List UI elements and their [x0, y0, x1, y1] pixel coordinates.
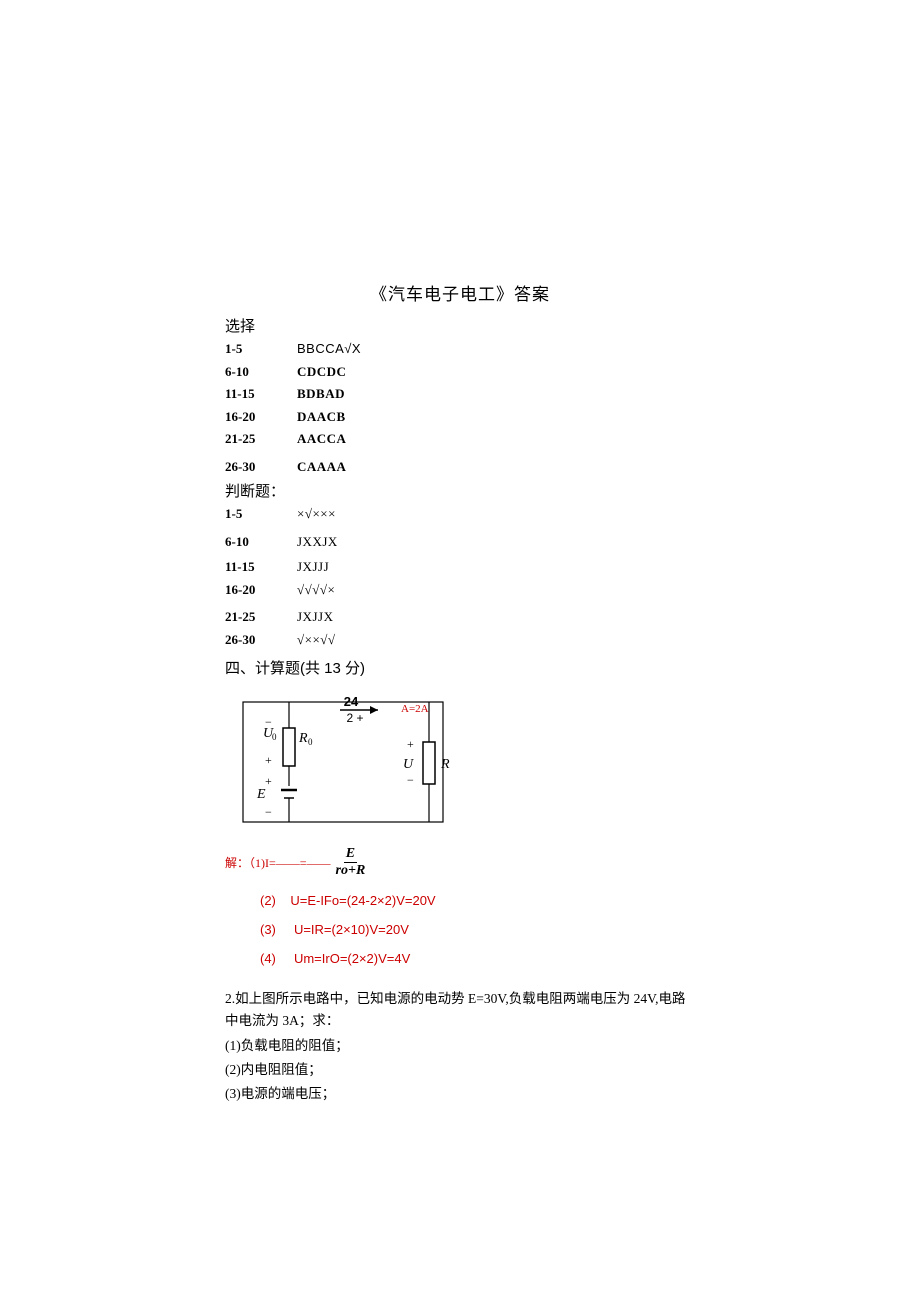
solution-step-1: 解：（1)I=——=—— E ro+R	[225, 846, 695, 879]
svg-text:0: 0	[308, 737, 313, 747]
choice-row: 6-10 CDCDC	[225, 362, 695, 382]
judge-row: 26-30 √××√√	[225, 630, 695, 650]
choice-range: 16-20	[225, 407, 297, 427]
choice-range: 1-5	[225, 339, 297, 359]
svg-text:24: 24	[344, 694, 359, 709]
svg-text:U: U	[403, 757, 414, 772]
choice-row: 26-30 CAAAA	[225, 457, 695, 477]
judge-value: JXXJX	[297, 532, 338, 552]
calc-heading: 四、计算题(共 13 分)	[225, 657, 695, 678]
choice-range: 21-25	[225, 429, 297, 449]
choice-value: BBCCA√X	[297, 339, 361, 359]
choice-row: 21-25 AACCA	[225, 429, 695, 449]
judge-row: 11-15 JXJJJ	[225, 557, 695, 577]
choice-row: 16-20 DAACB	[225, 407, 695, 427]
judge-value: JXJJX	[297, 607, 333, 627]
judge-value: ×√×××	[297, 504, 336, 524]
choice-range: 11-15	[225, 384, 297, 404]
choice-row: 1-5 BBCCA√X	[225, 339, 695, 359]
formula-denominator: ro+R	[334, 863, 368, 879]
svg-text:−: −	[265, 715, 272, 729]
svg-text:E: E	[256, 787, 266, 802]
judge-value: √××√√	[297, 630, 336, 650]
step-num: (4)	[260, 951, 276, 966]
svg-text:2 +: 2 +	[346, 711, 363, 725]
step-text: U=IR=(2×10)V=20V	[294, 922, 409, 937]
svg-text:R: R	[298, 731, 308, 746]
solution-prefix: 解：（1)I=——=——	[225, 854, 331, 871]
svg-text:−: −	[265, 805, 272, 819]
judge-heading: 判断题：	[225, 480, 695, 501]
solution-step-3: (3) U=IR=(2×10)V=20V	[260, 922, 695, 937]
solution-step-2: (2) U=E-IFo=(24-2×2)V=20V	[260, 893, 695, 908]
choice-heading: 选择	[225, 315, 695, 336]
judge-range: 11-15	[225, 557, 297, 577]
choice-row: 11-15 BDBAD	[225, 384, 695, 404]
svg-text:+: +	[265, 774, 272, 788]
judge-range: 6-10	[225, 532, 297, 552]
circuit-diagram: 24 2 + A=2A U 0 R 0 − + + E − + U − R	[225, 690, 695, 840]
choice-range: 26-30	[225, 457, 297, 477]
q2-part-1: (1)负载电阻的阻值；	[225, 1035, 695, 1057]
judge-row: 16-20 √√√√×	[225, 580, 695, 600]
choice-value: AACCA	[297, 429, 346, 449]
q2-stem: 2.如上图所示电路中，已知电源的电动势 E=30V,负载电阻两端电压为 24V,…	[225, 988, 695, 1033]
question-2: 2.如上图所示电路中，已知电源的电动势 E=30V,负载电阻两端电压为 24V,…	[225, 988, 695, 1105]
choice-value: BDBAD	[297, 384, 345, 404]
choice-range: 6-10	[225, 362, 297, 382]
svg-text:+: +	[265, 753, 272, 767]
judge-range: 26-30	[225, 630, 297, 650]
q2-part-2: (2)内电阻阻值；	[225, 1059, 695, 1081]
formula-fraction: E ro+R	[334, 846, 368, 879]
step-num: (2)	[260, 893, 276, 908]
page-title: 《汽车电子电工》答案	[225, 280, 695, 305]
judge-value: √√√√×	[297, 580, 335, 600]
solution-step-4: (4) Um=IrO=(2×2)V=4V	[260, 951, 695, 966]
formula-numerator: E	[344, 846, 357, 863]
choice-value: CDCDC	[297, 362, 346, 382]
judge-value: JXJJJ	[297, 557, 329, 577]
choice-value: DAACB	[297, 407, 346, 427]
q2-part-3: (3)电源的端电压；	[225, 1083, 695, 1105]
step-num: (3)	[260, 922, 276, 937]
judge-range: 1-5	[225, 504, 297, 524]
svg-text:0: 0	[272, 732, 277, 742]
svg-text:A=2A: A=2A	[401, 703, 429, 715]
svg-text:R: R	[440, 757, 450, 772]
judge-row: 21-25 JXJJX	[225, 607, 695, 627]
choice-value: CAAAA	[297, 457, 346, 477]
judge-row: 6-10 JXXJX	[225, 532, 695, 552]
judge-row: 1-5 ×√×××	[225, 504, 695, 524]
judge-range: 21-25	[225, 607, 297, 627]
step-text: U=E-IFo=(24-2×2)V=20V	[290, 893, 435, 908]
judge-range: 16-20	[225, 580, 297, 600]
svg-text:+: +	[407, 737, 414, 751]
svg-text:−: −	[407, 773, 414, 787]
step-text: Um=IrO=(2×2)V=4V	[294, 951, 410, 966]
